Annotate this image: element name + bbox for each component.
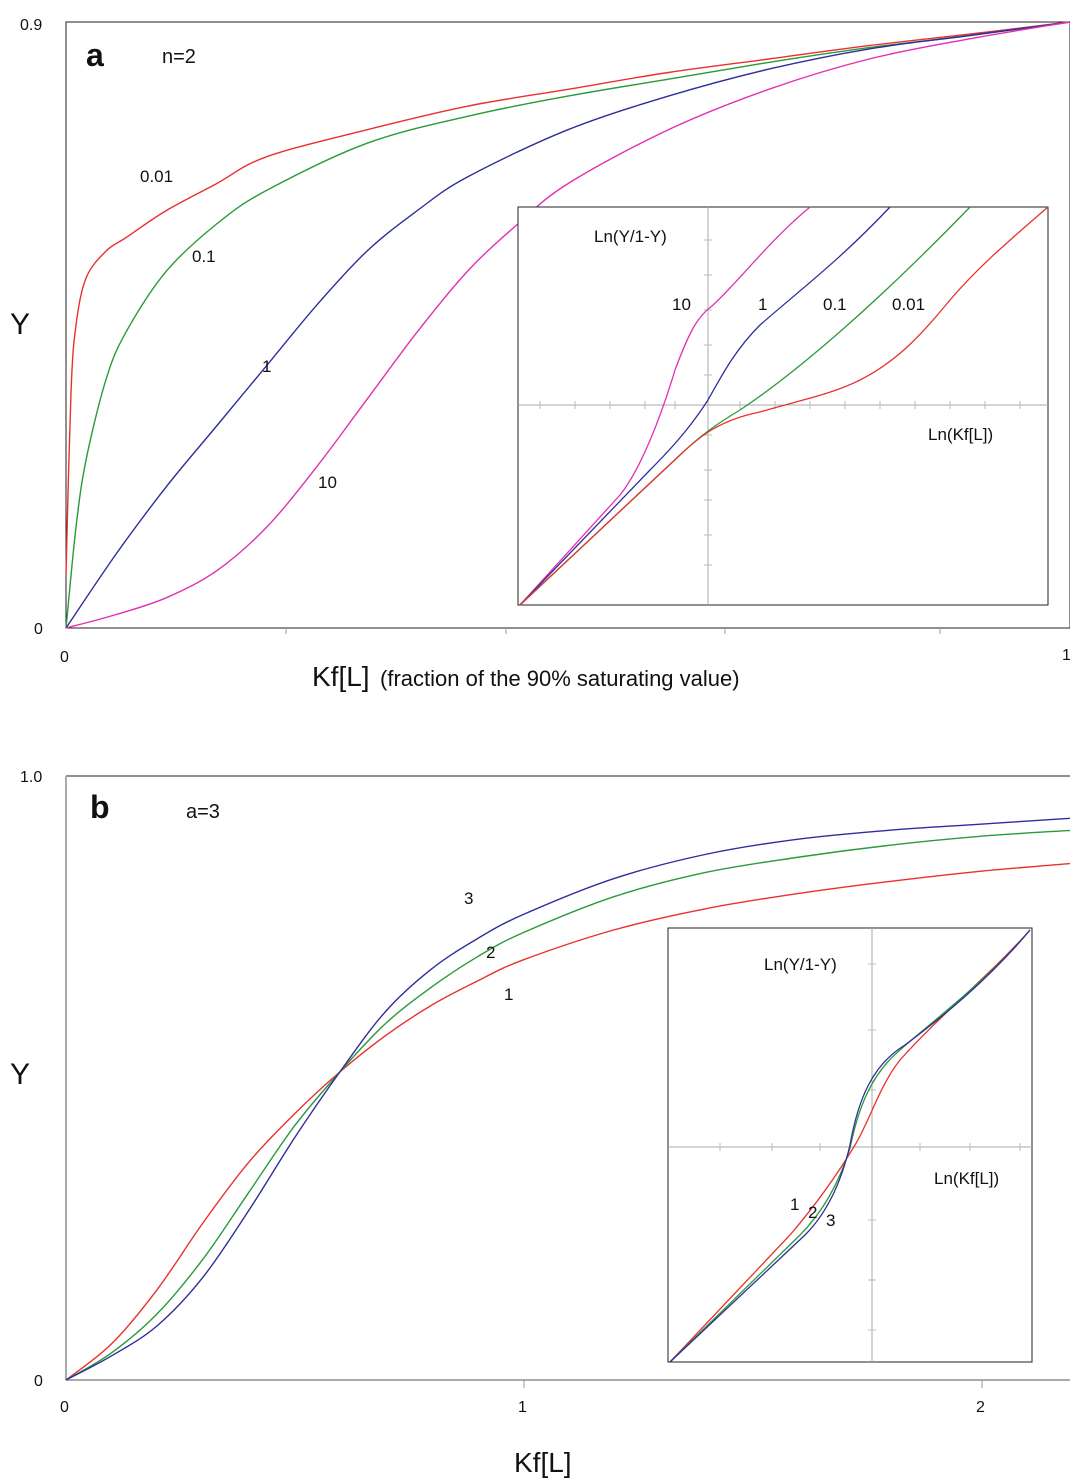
panel-b-curve-3 [65,817,1070,1381]
panel-a-inset-ticks [539,239,1021,566]
panel-b-curves [65,817,1070,1381]
panel-b-y-tick-max: 1.0 [20,769,42,786]
panel-a-curve-0.01 [65,21,1070,575]
panel-a-inset-curve-10 [519,206,811,606]
panel-a-inset-curve-label-0.1: 0.1 [823,295,847,314]
panel-b-inset-ticks [719,963,1021,1331]
panel-a-x-tick-0: 0 [60,649,69,666]
panel-b-inset-curve-label-1: 1 [790,1195,799,1214]
panel-b-inset-y-label: Ln(Y/1-Y) [764,955,837,974]
panel-a-x-minor-ticks [285,628,941,634]
panel-a-inset-curve-label-1: 1 [758,295,767,314]
panel-a-inset-curve-label-10: 10 [672,295,691,314]
panel-a-inset-x-label: Ln(Kf[L]) [928,425,993,444]
panel-a-x-axis-label: Kf[L] (fraction of the 90% saturating va… [312,661,740,692]
panel-b-inset-x-label: Ln(Kf[L]) [934,1169,999,1188]
panel-b-letter: b [90,789,110,825]
panel-a-curve-1 [65,21,1070,629]
panel-a-inset-y-label: Ln(Y/1-Y) [594,227,667,246]
panel-b-x-tick-0: 0 [60,1399,69,1416]
panel-a-y-tick-0: 0 [34,621,43,638]
panel-b-inset: Ln(Y/1-Y) Ln(Kf[L]) 1 2 3 [667,927,1033,1363]
panel-b-curve-label-2: 2 [486,943,495,962]
panel-b: b a=3 Y 0 1.0 0 1 2 3 2 1 Kf[L] [10,769,1070,1478]
panel-b-curve-1 [65,862,1070,1381]
panel-a-curve-0.1 [65,21,1070,629]
panel-b-x-axis-label: Kf[L] [514,1447,572,1478]
panel-a-letter: a [86,37,104,73]
panel-b-x-ticks [523,1380,983,1388]
panel-b-inset-curve-label-2: 2 [808,1203,817,1222]
panel-a-frame [65,21,1070,629]
panel-a-curve-label-1: 1 [262,357,271,376]
panel-b-inset-curve-3 [669,929,1031,1363]
panel-a-y-tick-max: 0.9 [20,17,42,34]
panel-a-curve-label-10: 10 [318,473,337,492]
panel-b-y-axis-label: Y [10,1058,30,1091]
panel-b-inset-curve-2 [669,929,1031,1363]
panel-b-y-tick-0: 0 [34,1373,43,1390]
panel-b-curve-label-3: 3 [464,889,473,908]
panel-a-inset-curve-label-0.01: 0.01 [892,295,925,314]
panel-a-curve-label-0.1: 0.1 [192,247,216,266]
panel-b-x-tick-1: 1 [518,1399,527,1416]
panel-a: a n=2 Y 0 0.9 0 1 0.01 0.1 1 10 Kf[L] (f… [10,17,1070,692]
panel-a-y-axis-label: Y [10,308,30,341]
panel-b-curve-2 [65,829,1070,1381]
panel-a-inset-frame [517,206,1049,606]
panel-a-inset-curve-1 [519,206,891,606]
panel-a-parameter: n=2 [162,46,196,68]
panel-a-inset: Ln(Y/1-Y) Ln(Kf[L]) 10 1 0.1 0.01 [517,206,1049,606]
panel-b-curve-label-1: 1 [504,985,513,1004]
panel-b-parameter: a=3 [186,801,220,823]
panel-a-curve-10 [65,21,1070,629]
panel-a-x-tick-1: 1 [1062,647,1070,664]
panel-a-inset-curve-0.01 [519,206,1049,606]
panel-a-curve-label-0.01: 0.01 [140,167,173,186]
panel-b-inset-curve-label-3: 3 [826,1211,835,1230]
panel-a-curves [65,21,1070,629]
panel-b-x-tick-2: 2 [976,1399,985,1416]
